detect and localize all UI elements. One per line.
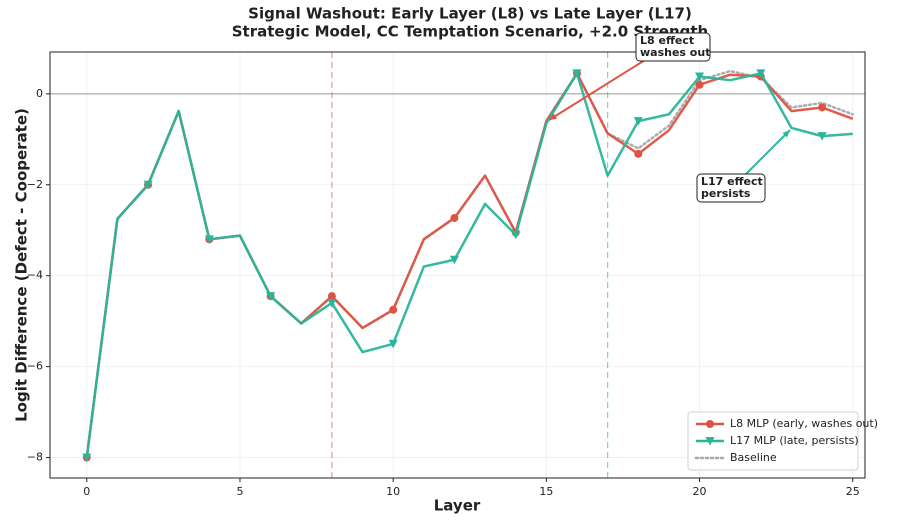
data-point: [327, 298, 337, 308]
data-point: [817, 132, 827, 141]
data-point: [266, 292, 276, 301]
y-tick-label: −2: [27, 178, 43, 191]
data-point: [389, 305, 398, 314]
data-point: [633, 117, 643, 126]
annotation-box: [696, 173, 766, 203]
data-point: [204, 235, 214, 244]
data-point: [143, 180, 153, 190]
annotation-text: washes out: [640, 46, 710, 59]
x-axis-label: Layer: [434, 497, 481, 515]
data-point: [511, 230, 521, 240]
annotation-box: [635, 32, 711, 62]
chart-title: Signal Washout: Early Layer (L8) vs Late…: [248, 5, 692, 23]
annotation-arrow: [744, 129, 791, 176]
annotation-arrowhead: [782, 130, 790, 138]
data-point: [449, 255, 459, 265]
data-point: [450, 213, 459, 222]
series-line: [85, 72, 853, 458]
annotation-arrow: [548, 59, 646, 121]
x-tick-label: 5: [236, 485, 243, 498]
data-point: [818, 103, 827, 112]
annotation-text: L8 effect: [640, 34, 694, 47]
legend-box: [687, 411, 859, 471]
y-axis-label: Logit Difference (Defect - Cooperate): [13, 108, 31, 422]
plot-frame: [49, 51, 866, 479]
data-point: [695, 72, 705, 82]
x-tick-label: 20: [693, 485, 707, 498]
annotation-text: persists: [701, 187, 751, 200]
y-tick-label: −8: [27, 451, 43, 464]
data-point: [388, 339, 398, 349]
annotation-arrowhead: [549, 113, 557, 120]
data-point: [634, 149, 643, 158]
data-point: [572, 69, 582, 78]
x-tick-label: 10: [386, 485, 400, 498]
legend-label: L8 MLP (early, washes out): [730, 417, 878, 430]
y-tick-label: 0: [36, 87, 43, 100]
y-tick-label: −4: [27, 269, 43, 282]
annotation-text: L17 effect: [701, 175, 763, 188]
data-point: [327, 292, 336, 301]
x-tick-label: 25: [846, 485, 860, 498]
data-point: [82, 453, 92, 463]
x-tick-label: 15: [539, 485, 553, 498]
data-point: [756, 69, 766, 78]
y-tick-label: −6: [27, 360, 43, 373]
legend-label: Baseline: [730, 451, 777, 464]
legend-marker: [706, 420, 714, 428]
legend-marker: [705, 437, 715, 446]
chart-subtitle: Strategic Model, CC Temptation Scenario,…: [232, 23, 708, 41]
x-tick-label: 0: [83, 485, 90, 498]
legend-label: L17 MLP (late, persists): [730, 434, 859, 447]
data-point: [695, 80, 704, 89]
